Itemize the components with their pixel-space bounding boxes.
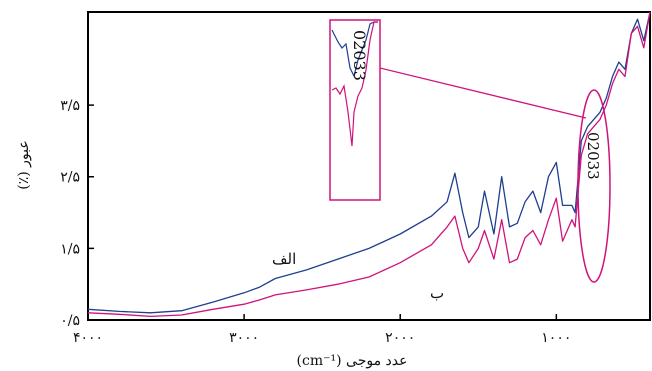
inset-peak-label: 02033 [350, 30, 369, 81]
y-tick-label: ۰/۵ [60, 313, 80, 329]
series-label-be: ب [430, 284, 444, 302]
y-tick-label: ۲/۵ [60, 170, 80, 186]
x-tick-label: ۲۰۰۰ [385, 330, 415, 346]
plot-frame [87, 11, 651, 321]
highlight-ellipse [577, 89, 611, 283]
y-tick-label: ۱/۵ [60, 241, 80, 257]
x-axis-title: عدد موجی (cm⁻¹) [297, 353, 408, 369]
x-tick-label: ۱۰۰۰ [541, 330, 571, 346]
axis-ticks [87, 104, 558, 321]
series-line-alef [87, 11, 651, 314]
x-tick-labels: ۴۰۰۰ ۳۰۰۰ ۲۰۰۰ ۱۰۰۰ [73, 330, 571, 346]
y-tick-label: ۳/۵ [60, 98, 80, 114]
x-tick-label: ۴۰۰۰ [73, 330, 103, 346]
series-line-be [87, 11, 651, 318]
inset-curve-alef [331, 21, 378, 78]
inset-connector-line [379, 67, 587, 119]
series-group [87, 11, 651, 318]
series-label-alef: الف [272, 250, 296, 268]
y-axis-title: عبور (٪) [16, 140, 32, 189]
inset-box [329, 19, 381, 201]
peak-label: 02033 [584, 132, 602, 180]
y-tick-labels: ۰/۵ ۱/۵ ۲/۵ ۳/۵ [60, 98, 80, 329]
inset-curve-be [331, 21, 378, 147]
x-tick-label: ۳۰۰۰ [229, 330, 259, 346]
